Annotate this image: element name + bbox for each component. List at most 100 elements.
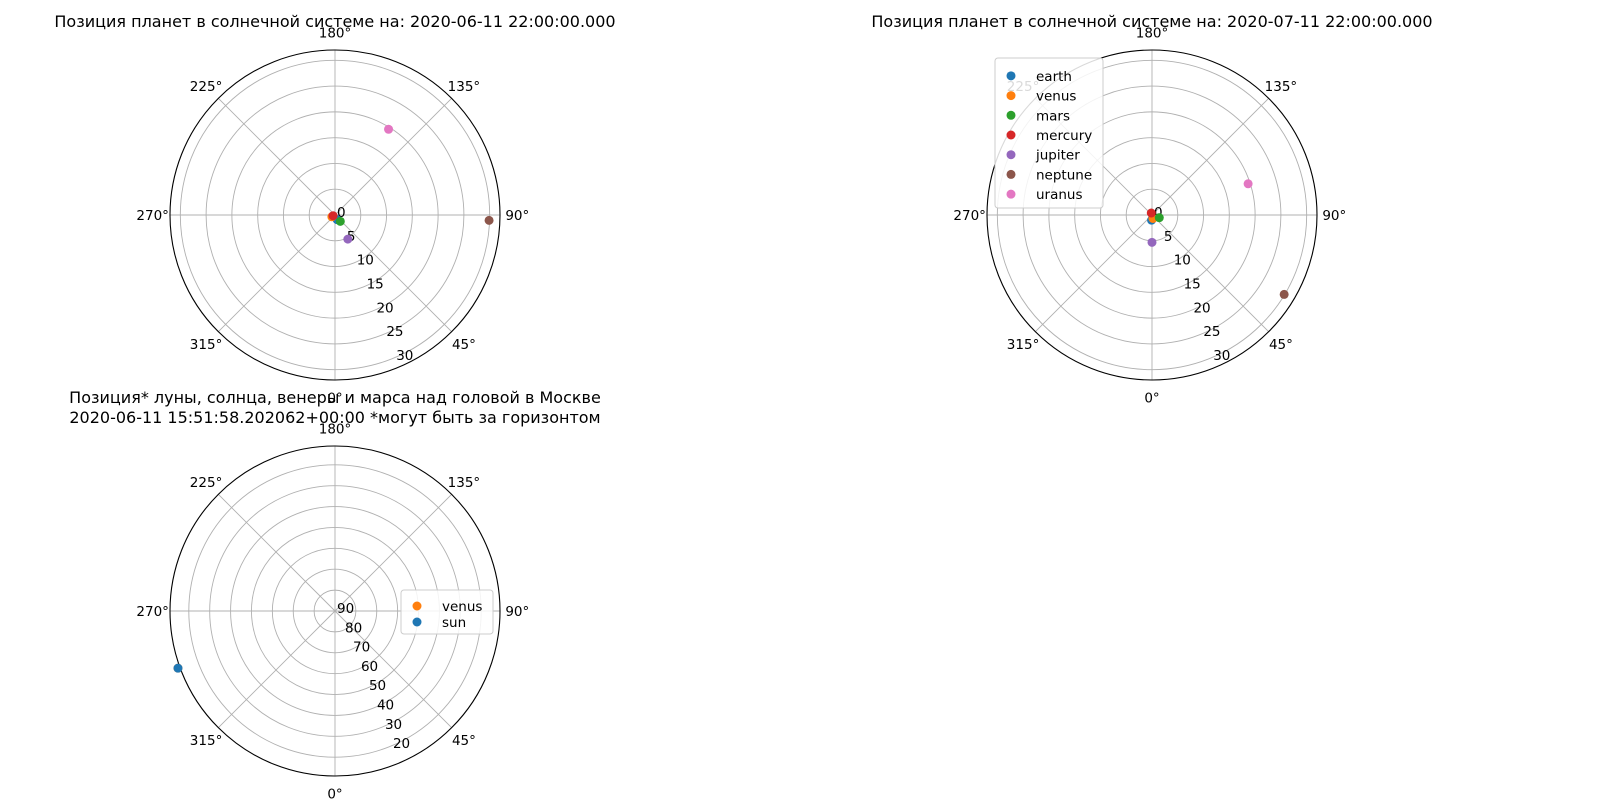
r-tick-label: 30 (1213, 348, 1230, 364)
r-tick-label: 50 (369, 678, 386, 694)
data-point-neptune (1279, 289, 1289, 299)
legend-label: sun (442, 615, 466, 631)
data-point-mercury (1146, 208, 1156, 218)
polar-spine (169, 445, 501, 777)
r-tick-label: 0 (1154, 205, 1163, 221)
r-tick-label: 70 (353, 640, 370, 656)
legend-marker (1006, 150, 1016, 160)
r-tick-label: 0 (337, 205, 346, 221)
r-tick-labels: 90 80 70 60 50 40 30 20 (337, 601, 410, 752)
r-gridline (179, 59, 491, 371)
r-tick-label: 5 (1164, 229, 1173, 245)
r-tick-label: 20 (376, 300, 393, 316)
r-gridline (1074, 137, 1230, 293)
legend-frame (400, 589, 494, 635)
data-point-mercury (328, 211, 338, 221)
theta-tick-label: 180° (319, 422, 352, 438)
r-tick-label: 25 (1203, 324, 1220, 340)
legend-frame (994, 57, 1104, 209)
theta-gridline (334, 494, 452, 612)
plot-title: Позиция планет в солнечной системе на: 2… (54, 12, 615, 31)
plot-title: Позиция планет в солнечной системе на: 2… (871, 12, 1432, 31)
theta-tick-label: 0° (327, 390, 342, 406)
legend-marker (1006, 110, 1016, 120)
theta-gridline (334, 214, 452, 332)
r-gridline (231, 111, 439, 319)
data-point-sun (173, 663, 183, 673)
legend-marker (1006, 71, 1016, 81)
legend-label: neptune (1036, 167, 1092, 183)
legend: earth venus mars mercury jupiter neptune uranu… (994, 57, 1104, 209)
theta-tick-label: 270° (136, 208, 169, 224)
theta-gridline (218, 610, 336, 728)
theta-tick-label: 180° (1136, 26, 1169, 42)
grid (170, 50, 500, 380)
data-point-neptune (484, 215, 494, 225)
r-gridline (308, 188, 362, 242)
theta-gridline (1035, 214, 1153, 332)
theta-tick-label: 90° (505, 208, 529, 224)
r-tick-label: 25 (386, 324, 403, 340)
theta-gridline (218, 214, 336, 332)
theta-tick-label: 0° (327, 786, 342, 802)
theta-gridline (1151, 98, 1269, 216)
theta-tick-label: 270° (953, 208, 986, 224)
data-point-mars (335, 216, 345, 226)
theta-gridline (334, 98, 452, 216)
legend-marker (1006, 130, 1016, 140)
legend-marker (1006, 91, 1016, 101)
legend-marker (412, 601, 422, 611)
r-tick-label: 10 (1174, 253, 1191, 269)
legend-marker (412, 617, 422, 627)
r-gridline (271, 547, 399, 675)
legend-label: venus (1036, 89, 1076, 105)
theta-tick-label: 45° (452, 733, 476, 749)
r-tick-label: 20 (393, 736, 410, 752)
polar-plot-heliocentric-june: Позиция планет в солнечной системе на: 2… (54, 12, 615, 406)
legend-label: jupiter (1035, 148, 1080, 164)
theta-tick-label: 315° (190, 733, 223, 749)
theta-gridline (334, 610, 452, 728)
legend-label: mars (1036, 108, 1070, 124)
data-point-uranus (1243, 179, 1253, 189)
theta-tick-label: 90° (505, 604, 529, 620)
grid (987, 50, 1317, 380)
r-gridline (257, 137, 413, 293)
r-gridline (282, 162, 388, 268)
data-point-jupiter (343, 234, 353, 244)
theta-tick-label: 135° (448, 79, 481, 95)
r-tick-label: 90 (337, 601, 354, 617)
polar-plot-sky-moscow: Позиция* луны, солнца, венеры и марса на… (69, 388, 601, 802)
polar-spine (986, 49, 1318, 381)
plot-title: Позиция* луны, солнца, венеры и марса на… (69, 388, 601, 407)
theta-tick-labels: 0° 45° 90° 135° 180° 225° 270° 315° (136, 26, 529, 407)
theta-tick-label: 45° (452, 337, 476, 353)
theta-tick-label: 135° (1265, 79, 1298, 95)
r-tick-label: 40 (377, 697, 394, 713)
data-points (173, 663, 183, 673)
data-point-uranus (384, 124, 394, 134)
theta-tick-label: 45° (1269, 337, 1293, 353)
polar-plot-heliocentric-july: Позиция планет в солнечной системе на: 2… (871, 12, 1432, 406)
data-point-mars (1154, 213, 1164, 223)
theta-gridline (218, 494, 336, 612)
legend-marker (1006, 169, 1016, 179)
r-tick-label: 30 (396, 348, 413, 364)
theta-tick-label: 225° (190, 475, 223, 491)
r-tick-label: 10 (357, 253, 374, 269)
r-tick-label: 60 (361, 659, 378, 675)
legend-label: venus (442, 599, 482, 615)
theta-tick-labels: 0° 45° 90° 135° 180° 225° 270° 315° (136, 422, 529, 803)
data-points (1146, 179, 1289, 299)
legend-label: uranus (1036, 187, 1083, 203)
r-tick-label: 80 (345, 620, 362, 636)
r-gridline (313, 589, 357, 633)
legend-label: earth (1036, 69, 1072, 85)
theta-tick-label: 0° (1144, 390, 1159, 406)
r-tick-label: 15 (367, 276, 384, 292)
r-gridline (1099, 162, 1205, 268)
legend-marker (1006, 189, 1016, 199)
data-points (327, 124, 494, 244)
legend-label: mercury (1036, 128, 1092, 144)
